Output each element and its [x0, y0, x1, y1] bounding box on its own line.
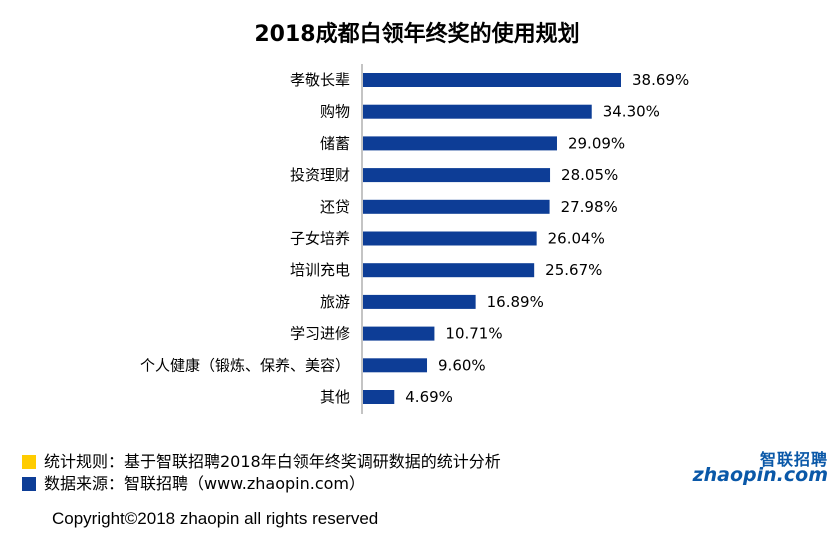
bar-chart: 孝敬长辈 38.69% 购物 34.30% 储蓄 29.09% 投资理财 28.05% 还贷 27… [140, 64, 689, 414]
category-label: 其他 [320, 388, 350, 406]
bar [363, 390, 395, 404]
bar [363, 294, 476, 309]
legend-source: 数据来源：智联招聘（www.zhaopin.com） [22, 474, 365, 494]
legend-rule-swatch [22, 455, 36, 469]
logo-cn-text: 智联招聘 [759, 450, 828, 469]
value-label: 9.60% [438, 356, 486, 374]
category-label: 培训充电 [290, 261, 350, 279]
legend-rule-text: 统计规则：基于智联招聘2018年白领年终奖调研数据的统计分析 [44, 452, 501, 471]
zhaopin-logo: 智联招聘 zhaopin.com [693, 446, 830, 492]
legend-source-swatch [22, 477, 36, 491]
logo-en-text: zhaopin.com [692, 464, 828, 486]
value-label: 4.69% [405, 388, 453, 406]
category-label: 还贷 [320, 198, 350, 216]
legend-source-text: 数据来源：智联招聘（www.zhaopin.com） [44, 474, 366, 493]
category-label: 个人健康（锻炼、保养、美容） [140, 356, 350, 374]
category-label: 购物 [320, 103, 350, 121]
bar [363, 358, 428, 373]
bar [363, 168, 551, 183]
category-label: 学习进修 [290, 325, 350, 343]
bar [363, 263, 535, 278]
bars-group: 孝敬长辈 38.69% 购物 34.30% 储蓄 29.09% 投资理财 28.05% 还贷 27… [140, 71, 689, 406]
value-label: 28.05% [561, 166, 618, 184]
value-label: 16.89% [487, 293, 544, 311]
copyright-text: Copyright©2018 zhaopin all rights reserv… [52, 509, 379, 528]
value-label: 38.69% [632, 71, 689, 89]
bar [363, 73, 621, 87]
value-label: 26.04% [548, 230, 605, 248]
category-label: 旅游 [320, 293, 350, 311]
category-label: 孝敬长辈 [290, 71, 350, 89]
bar [363, 136, 557, 151]
value-label: 34.30% [603, 103, 660, 121]
value-label: 27.98% [561, 198, 618, 216]
bar [363, 104, 592, 119]
bar [363, 199, 550, 214]
value-label: 25.67% [545, 261, 602, 279]
value-label: 29.09% [568, 134, 625, 152]
legend-rule: 统计规则：基于智联招聘2018年白领年终奖调研数据的统计分析 [22, 452, 501, 472]
chart-title: 2018成都白领年终奖的使用规划 [254, 22, 580, 47]
bar [363, 326, 435, 341]
category-label: 储蓄 [320, 134, 350, 152]
bar [363, 231, 537, 246]
value-label: 10.71% [445, 325, 502, 343]
category-label: 投资理财 [290, 166, 350, 184]
category-label: 子女培养 [290, 230, 350, 248]
